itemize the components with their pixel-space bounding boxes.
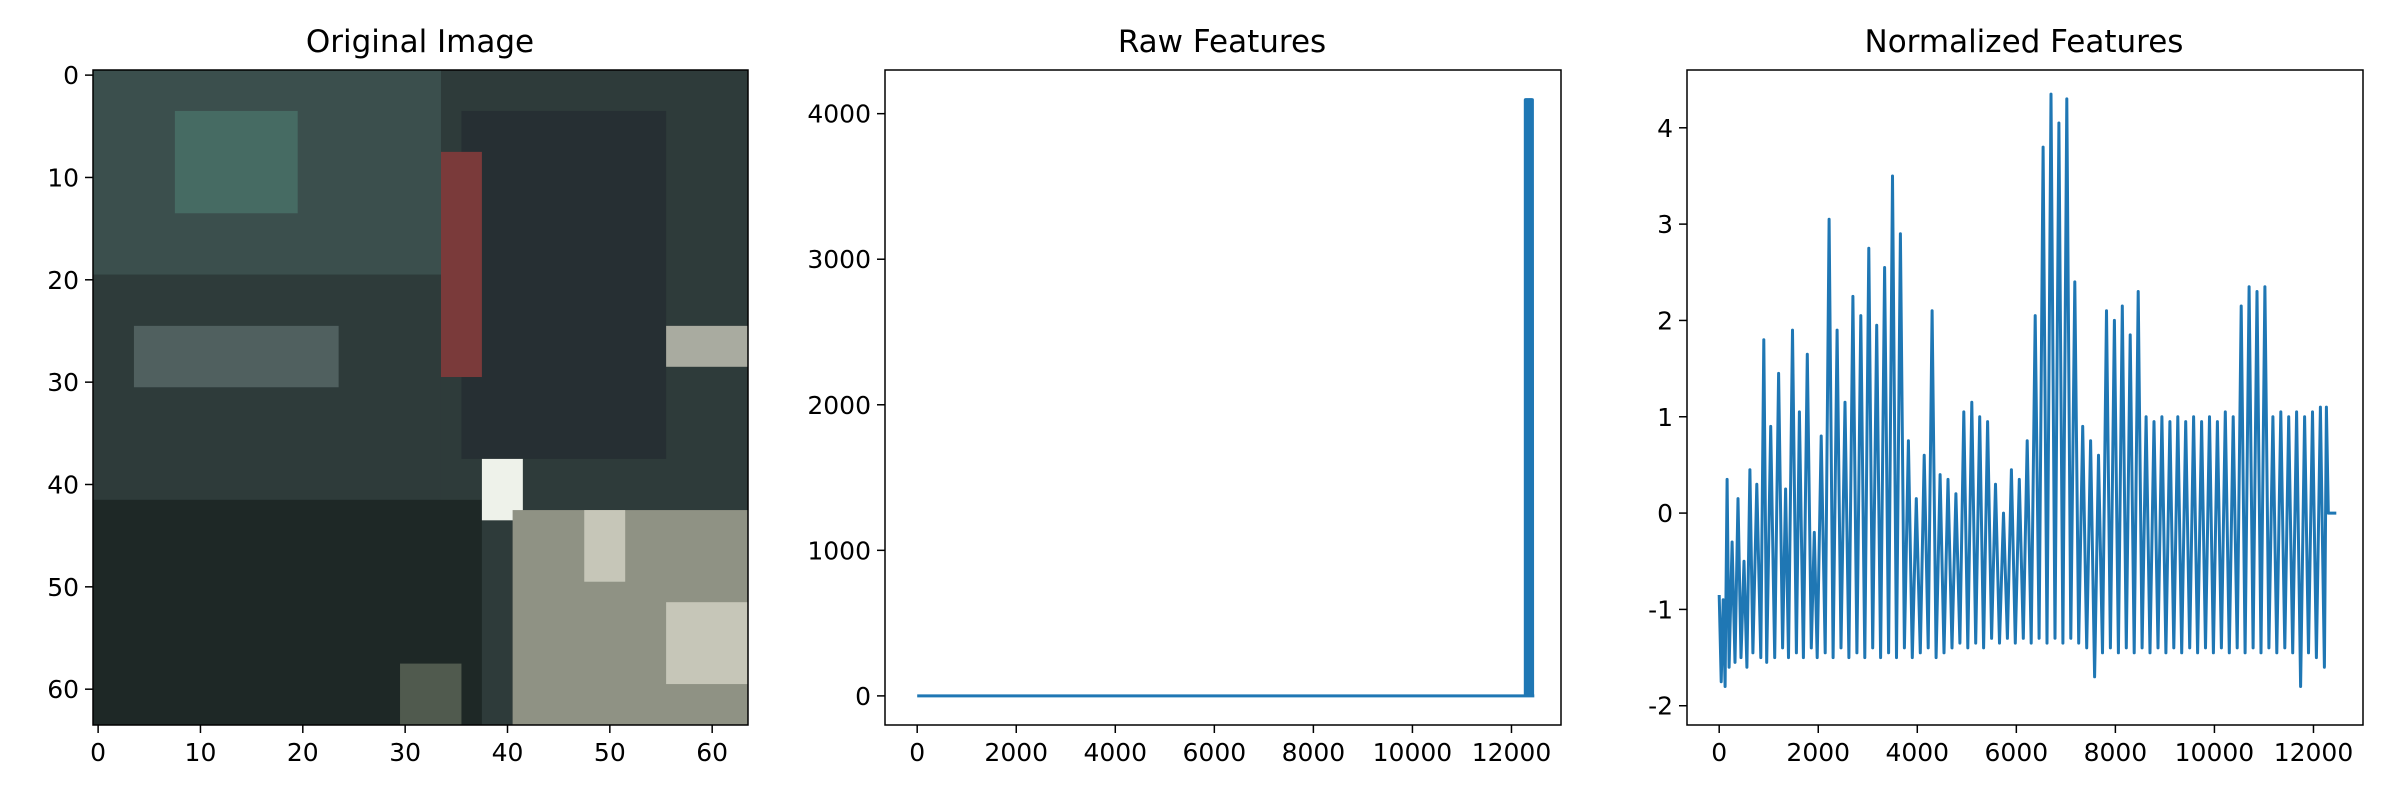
panel-normalized-features: Normalized Features 0 2000 4000 6000 8000 100… — [1648, 24, 2364, 767]
normalized-features-xtick-label: 8000 — [2084, 738, 2148, 767]
raw-features-xtick-label: 12000 — [1472, 738, 1552, 767]
normalized-features-axes: 0 2000 4000 6000 8000 10000 12000 -2 -1 0 1 2 3 4 — [1648, 114, 2353, 767]
normalized-features-xtick-label: 0 — [1711, 738, 1727, 767]
image-xtick-label: 30 — [389, 738, 421, 767]
raw-features-xtick-label: 6000 — [1183, 738, 1247, 767]
panel-title-normalized-features: Normalized Features — [1865, 24, 2184, 60]
normalized-features-xtick-label: 4000 — [1885, 738, 1949, 767]
image-road-stripe — [584, 510, 626, 582]
panel-title-raw-features: Raw Features — [1118, 24, 1326, 60]
raw-features-frame — [884, 69, 1562, 726]
image-xtick-label: 60 — [696, 738, 728, 767]
raw-features-ytick-label: 1000 — [807, 536, 871, 565]
image-tail-light — [440, 151, 482, 378]
normalized-features-ytick-label: 2 — [1657, 306, 1673, 335]
normalized-features-xtick-label: 2000 — [1786, 738, 1850, 767]
raw-features-plot — [917, 98, 1535, 698]
raw-features-series-line — [917, 98, 1535, 698]
normalized-features-ytick-label: 1 — [1657, 403, 1673, 432]
normalized-features-ytick-label: -1 — [1648, 595, 1673, 624]
image-xtick-label: 10 — [185, 738, 217, 767]
normalized-features-xtick-label: 6000 — [1985, 738, 2049, 767]
image-frame — [92, 69, 749, 726]
image-ytick-label: 0 — [63, 61, 79, 90]
raw-features-axes: 0 2000 4000 6000 8000 10000 12000 0 1000 2000 3000… — [807, 100, 1551, 767]
raw-features-xtick-label: 4000 — [1083, 738, 1147, 767]
image-ytick-label: 30 — [47, 368, 79, 397]
image-xtick-label: 0 — [90, 738, 106, 767]
image-second-car — [461, 110, 667, 459]
raw-features-xtick-label: 2000 — [984, 738, 1048, 767]
image-xtick-label: 20 — [287, 738, 319, 767]
image-ground-patch — [400, 663, 462, 725]
raw-features-xtick-label: 8000 — [1282, 738, 1346, 767]
normalized-features-series-line — [1717, 92, 2337, 688]
panel-title-original-image: Original Image — [306, 24, 534, 60]
image-license-plate — [133, 325, 339, 388]
image-ytick-label: 60 — [47, 675, 79, 704]
raw-features-ytick-label: 0 — [855, 682, 871, 711]
image-ytick-label: 20 — [47, 266, 79, 295]
normalized-features-ytick-label: 4 — [1657, 114, 1673, 143]
raw-features-ytick-label: 3000 — [807, 245, 871, 274]
raw-features-xtick-label: 10000 — [1373, 738, 1453, 767]
normalized-features-frame — [1686, 69, 2364, 726]
normalized-features-ytick-label: -2 — [1648, 692, 1673, 721]
image-axes: 0 10 20 30 40 50 60 0 10 20 30 40 50 60 — [47, 61, 728, 767]
raw-features-ytick-label: 4000 — [807, 100, 871, 129]
image-xtick-label: 50 — [594, 738, 626, 767]
image-road-stripe-2 — [666, 602, 748, 685]
image-curb — [666, 325, 748, 367]
raw-features-ytick-label: 2000 — [807, 391, 871, 420]
normalized-features-xtick-label: 12000 — [2274, 738, 2354, 767]
panel-raw-features: Raw Features 0 2000 4000 6000 8000 10000 12000… — [807, 24, 1562, 767]
image-xtick-label: 40 — [492, 738, 524, 767]
image-ytick-label: 50 — [47, 573, 79, 602]
raw-features-xtick-label: 0 — [909, 738, 925, 767]
normalized-features-xtick-label: 10000 — [2175, 738, 2255, 767]
panel-original-image: Original Image 0 10 20 30 40 50 60 0 10 20 30 40 50 6… — [47, 24, 749, 767]
normalized-features-plot — [1717, 92, 2337, 688]
normalized-features-ytick-label: 3 — [1657, 210, 1673, 239]
image-window-reflection — [174, 110, 298, 214]
image-ytick-label: 40 — [47, 470, 79, 499]
original-image — [93, 70, 748, 725]
normalized-features-ytick-label: 0 — [1657, 499, 1673, 528]
image-ytick-label: 10 — [47, 163, 79, 192]
